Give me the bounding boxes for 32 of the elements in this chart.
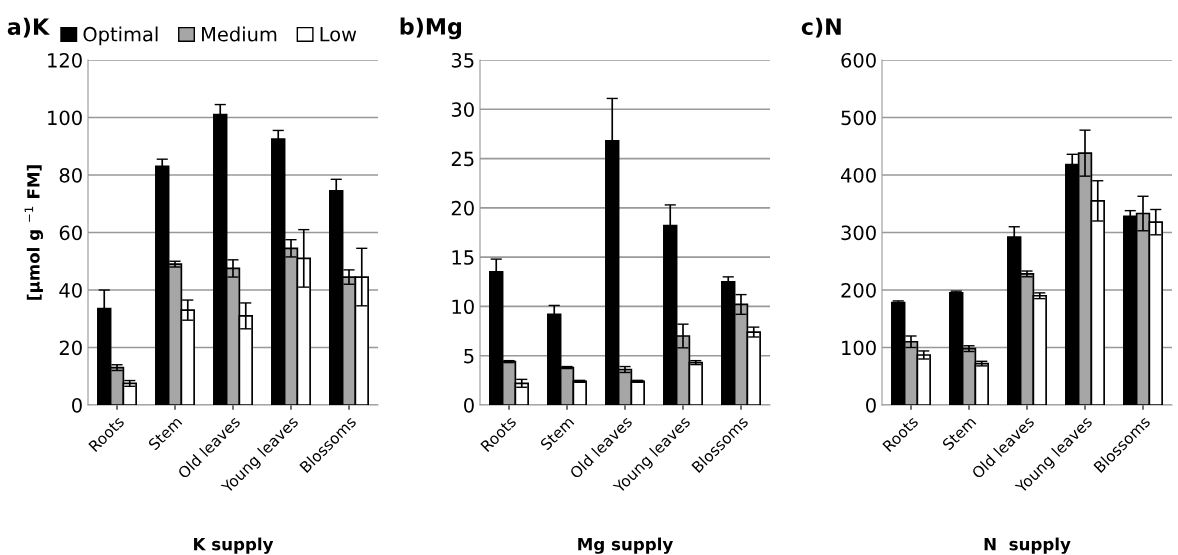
y-tick-label: 25 (451, 151, 474, 167)
y-tick-label: 30 (451, 102, 474, 117)
x-axis-title: K supply (194, 537, 274, 554)
y-tick-label: 0 (866, 397, 876, 413)
y-tick-label: 0 (72, 397, 82, 413)
legend-label: Low (320, 27, 357, 42)
y-tick-label: 20 (451, 200, 474, 216)
y-tick-label: 400 (840, 167, 876, 183)
y-tick-label: 35 (451, 52, 474, 68)
y-tick-label: 300 (841, 225, 876, 241)
y-tick-label: 100 (842, 340, 876, 356)
chart-title: a)K (7, 17, 50, 38)
y-tick-label: 120 (48, 52, 82, 68)
chart-title: b)Mg (400, 17, 462, 40)
x-axis-title: N supply (984, 537, 1071, 554)
y-tick-label: 20 (59, 340, 82, 356)
y-tick-label: 5 (464, 348, 474, 364)
y-tick-label: 600 (841, 52, 876, 68)
legend-label: Medium (202, 26, 277, 42)
x-axis-title: Mg supply (578, 537, 673, 554)
y-tick-label: 500 (841, 110, 876, 126)
y-tick-label: 40 (59, 282, 82, 298)
y-tick-label: 0 (464, 397, 474, 413)
y-tick-label: 80 (59, 167, 82, 183)
y-tick-label: 10 (452, 299, 474, 315)
y-tick-label: 15 (452, 250, 474, 265)
y-axis-title: [μmol g $^{−1}$ FM] (24, 165, 44, 300)
chart-title: c)N (801, 17, 841, 38)
y-tick-label: 200 (841, 282, 876, 298)
y-tick-label: 100 (48, 110, 82, 126)
legend-label: Optimal (83, 26, 158, 46)
y-tick-label: 60 (59, 225, 82, 241)
